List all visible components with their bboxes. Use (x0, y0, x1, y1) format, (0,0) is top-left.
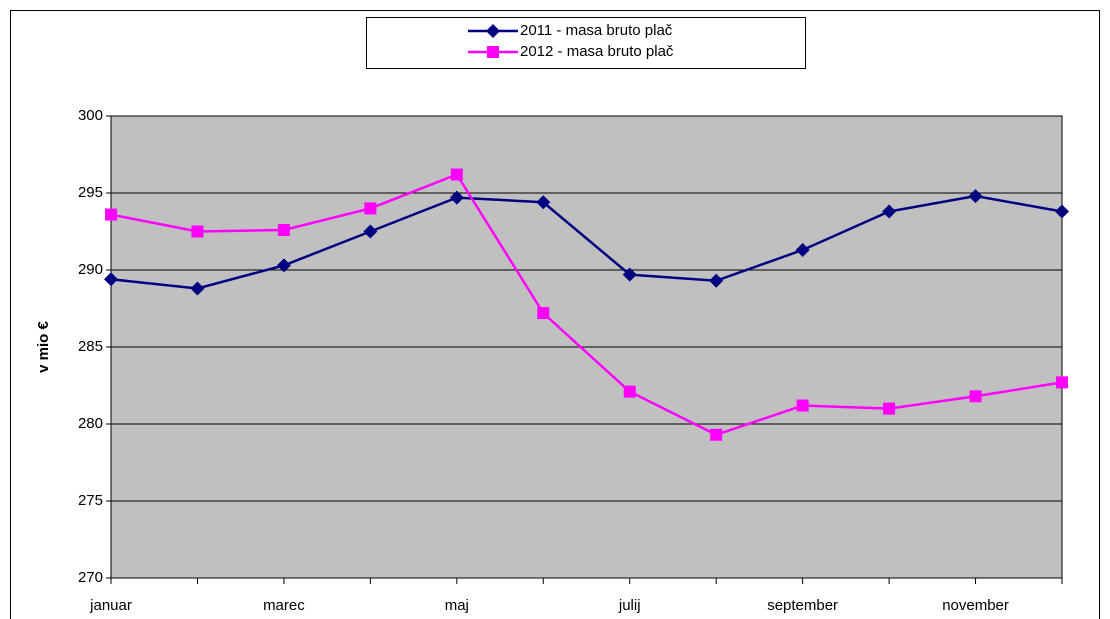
x-tick-label: september (767, 597, 838, 614)
marker (795, 242, 810, 257)
marker (190, 281, 205, 296)
marker (105, 208, 117, 221)
y-tick-label: 280 (78, 415, 103, 432)
marker (486, 24, 500, 38)
marker (1056, 376, 1068, 389)
y-tick-label: 275 (78, 492, 103, 509)
marker (796, 399, 809, 412)
marker (623, 385, 636, 398)
marker (710, 428, 723, 441)
marker (450, 168, 463, 181)
marker (276, 258, 291, 273)
y-tick-label: 270 (78, 569, 103, 586)
marker (883, 402, 896, 415)
marker (536, 195, 551, 210)
marker (449, 190, 464, 205)
marker (364, 202, 377, 215)
x-tick-label: januar (89, 597, 132, 614)
y-tick-label: 295 (78, 184, 103, 201)
marker (104, 272, 118, 287)
x-tick-label: november (942, 597, 1009, 614)
y-axis-label: v mio € (35, 320, 52, 372)
legend (366, 17, 806, 69)
x-tick-label: marec (263, 597, 305, 614)
x-tick-label: maj (445, 597, 469, 614)
y-tick-label: 290 (78, 261, 103, 278)
legend-label: 2011 - masa bruto plač (520, 22, 673, 39)
marker (537, 307, 550, 320)
legend-label: 2012 - masa bruto plač (520, 43, 674, 60)
marker (882, 204, 897, 219)
marker (363, 224, 378, 239)
x-tick-label: julij (618, 597, 641, 614)
marker (277, 223, 290, 236)
marker (709, 273, 724, 288)
y-tick-label: 300 (78, 107, 103, 124)
series-line (110, 194, 1063, 290)
marker (487, 46, 499, 58)
marker (969, 390, 982, 403)
y-tick-label: 285 (78, 338, 103, 355)
marker (622, 267, 637, 282)
marker (1055, 204, 1069, 219)
series-line (110, 172, 1063, 437)
marker (191, 225, 204, 238)
marker (968, 189, 983, 204)
